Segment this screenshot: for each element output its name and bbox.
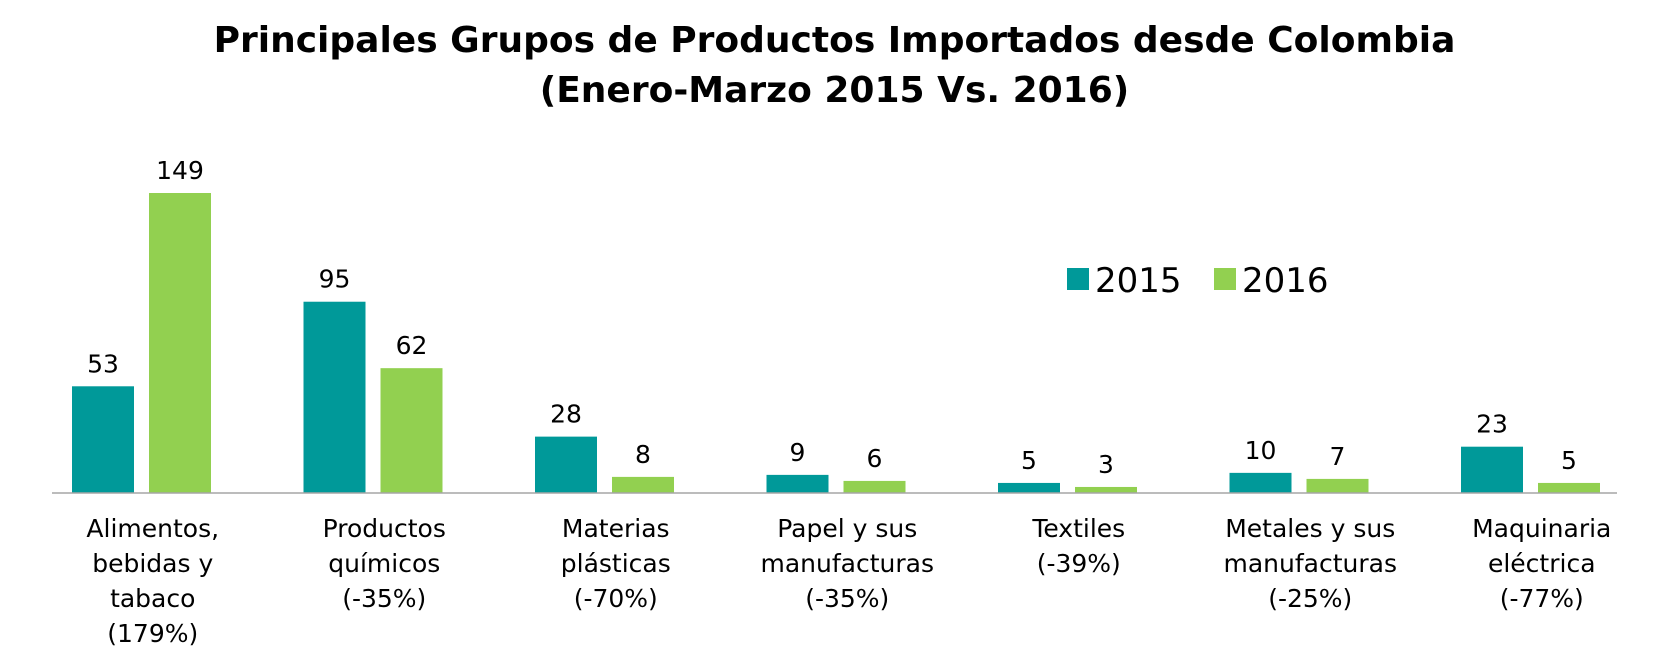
data-label-2015-3: 9 <box>790 438 806 467</box>
bar-2016-5 <box>1306 478 1369 493</box>
data-label-2016-2: 8 <box>635 440 651 469</box>
category-label-line: (-25%) <box>1268 584 1352 613</box>
category-label-line: (-35%) <box>805 584 889 613</box>
data-label-2016-4: 3 <box>1098 450 1114 479</box>
category-label-line: Textiles <box>1031 514 1125 543</box>
legend-label-2015: 2015 <box>1095 261 1182 301</box>
legend-swatch-2015 <box>1067 268 1089 290</box>
bar-2016-4 <box>1075 486 1137 493</box>
category-label-line: (-39%) <box>1037 549 1121 578</box>
category-label-line: Alimentos, <box>86 514 219 543</box>
data-label-2016-3: 6 <box>867 444 883 473</box>
data-label-2016-0: 149 <box>156 156 204 185</box>
data-label-2015-2: 28 <box>550 400 582 429</box>
chart-subtitle: (Enero-Marzo 2015 Vs. 2016) <box>539 70 1130 111</box>
bar-2015-3 <box>766 474 829 493</box>
category-label-line: manufacturas <box>1224 549 1398 578</box>
bar-2015-5 <box>1229 472 1292 493</box>
category-label-2: Materias plásticas (-70%) <box>561 514 671 613</box>
bar-2016-6 <box>1538 482 1600 493</box>
legend-swatch-2016 <box>1214 268 1236 290</box>
category-label-0: Alimentos, bebidas y tabaco (179%) <box>86 514 219 648</box>
bar-2015-6 <box>1461 446 1523 493</box>
category-label-line: (-70%) <box>574 584 658 613</box>
category-label-line: tabaco <box>110 584 195 613</box>
data-label-2016-5: 7 <box>1330 442 1346 471</box>
bar-2015-0 <box>72 386 134 493</box>
chart-title: Principales Grupos de Productos Importad… <box>213 20 1456 61</box>
category-label-3: Papel y sus manufacturas (-35%) <box>761 514 935 613</box>
category-label-5: Metales y sus manufacturas (-25%) <box>1224 514 1398 613</box>
category-label-line: (179%) <box>107 619 198 648</box>
data-label-2015-4: 5 <box>1021 446 1037 475</box>
category-label-line: (-35%) <box>342 584 426 613</box>
category-label-line: Metales y sus <box>1225 514 1395 543</box>
legend-label-2016: 2016 <box>1242 261 1329 301</box>
bar-2016-0 <box>149 193 211 493</box>
category-label-line: Papel y sus <box>777 514 917 543</box>
data-label-2016-6: 5 <box>1561 446 1577 475</box>
bar-2015-4 <box>998 482 1060 493</box>
data-label-2016-1: 62 <box>396 331 428 360</box>
category-label-1: Productos químicos (-35%) <box>323 514 446 613</box>
category-label-line: plásticas <box>561 549 671 578</box>
data-label-2015-5: 10 <box>1245 436 1277 465</box>
category-label-line: bebidas y <box>92 549 213 578</box>
category-labels-layer: Alimentos, bebidas y tabaco (179%) Productos… <box>86 514 1611 648</box>
category-label-line: (-77%) <box>1500 584 1584 613</box>
bar-2016-2 <box>612 476 674 493</box>
category-label-line: Materias <box>562 514 670 543</box>
data-label-2015-6: 23 <box>1476 410 1508 439</box>
category-label-4: Textiles (-39%) <box>1031 514 1125 578</box>
category-label-line: Maquinaria <box>1472 514 1611 543</box>
category-label-line: manufacturas <box>761 549 935 578</box>
bars-layer <box>72 193 1600 493</box>
data-label-2015-0: 53 <box>87 349 119 378</box>
category-label-line: químicos <box>328 549 440 578</box>
category-label-line: eléctrica <box>1488 549 1596 578</box>
category-label-6: Maquinaria eléctrica (-77%) <box>1472 514 1611 613</box>
legend: 2015 2016 <box>1067 261 1329 301</box>
bar-2016-3 <box>843 480 906 493</box>
bar-2015-2 <box>535 436 597 493</box>
category-label-line: Productos <box>323 514 446 543</box>
bar-2015-1 <box>303 301 366 493</box>
bar-2016-1 <box>380 368 443 493</box>
data-label-2015-1: 95 <box>319 265 351 294</box>
